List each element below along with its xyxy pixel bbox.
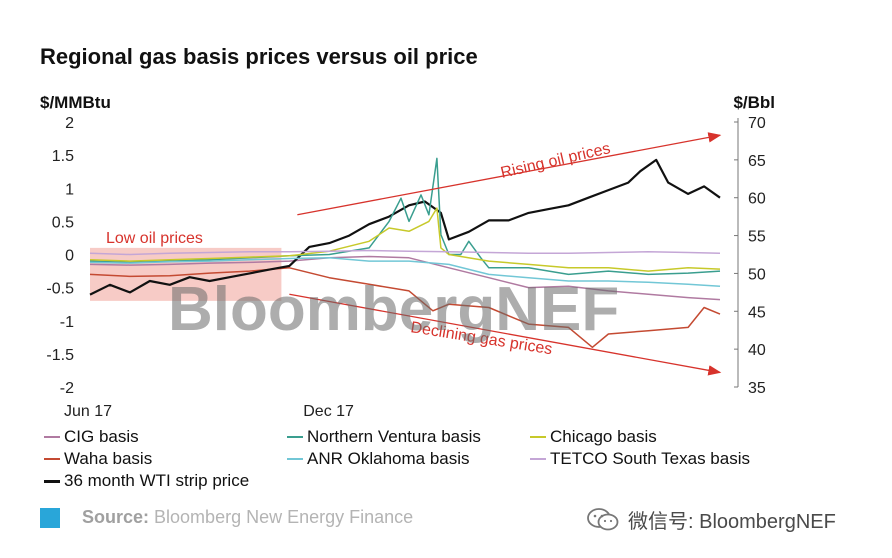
right-axis: 70 65 60 55 50 45 40 35 [734, 115, 766, 397]
footer-square [40, 508, 60, 528]
right-tick-label: 70 [748, 115, 766, 132]
left-axis: 2 1.5 1 0.5 0 -0.5 -1 -1.5 -2 [46, 115, 74, 397]
footer-wechat: 微信号: BloombergNEF [586, 505, 836, 534]
legend-label: Chicago basis [550, 427, 657, 446]
rising-oil-arrow [297, 132, 722, 216]
right-tick-label: 50 [748, 266, 766, 283]
legend-item-cig: CIG basis [44, 427, 139, 447]
legend-label: Waha basis [64, 449, 153, 468]
legend-swatch [287, 436, 303, 438]
legend-item-northern-ventura: Northern Ventura basis [287, 427, 481, 447]
x-tick-label: Jun 17 [64, 403, 112, 420]
left-tick-label: 0.5 [52, 214, 74, 231]
legend-swatch [530, 436, 546, 438]
wechat-icon [587, 507, 619, 530]
source-label: Source: [82, 507, 150, 527]
left-tick-label: -1 [60, 314, 74, 331]
legend-swatch [530, 458, 546, 460]
series-line-tetco-south-texas-basis [89, 249, 721, 256]
watermark: BloombergNEF [168, 275, 619, 344]
series-lines [89, 157, 721, 349]
right-tick-label: 60 [748, 191, 766, 208]
right-tick-label: 40 [748, 342, 766, 359]
legend-label: ANR Oklahoma basis [307, 449, 470, 468]
chart-title: Regional gas basis prices versus oil pri… [40, 44, 478, 69]
right-axis-unit: $/Bbl [733, 93, 775, 112]
legend-item-waha: Waha basis [44, 449, 152, 469]
legend-label: CIG basis [64, 427, 139, 446]
legend-label: TETCO South Texas basis [550, 449, 750, 468]
left-tick-label: 1 [65, 181, 74, 198]
annotation-rising-oil: Rising oil prices [499, 140, 612, 182]
legend-swatch [287, 458, 303, 460]
legend-label: Northern Ventura basis [307, 427, 481, 446]
right-tick-label: 35 [748, 380, 766, 397]
legend-swatch [44, 436, 60, 438]
legend-item-chicago: Chicago basis [530, 427, 657, 447]
right-tick-label: 45 [748, 304, 766, 321]
legend-item-wti: 36 month WTI strip price [44, 471, 249, 491]
left-tick-label: -2 [60, 380, 74, 397]
left-tick-label: -1.5 [46, 347, 74, 364]
footer-source: Source: Bloomberg New Energy Finance [82, 507, 413, 528]
right-tick-label: 55 [748, 229, 766, 246]
left-tick-label: 0 [65, 248, 74, 265]
declining-gas-arrow [289, 293, 722, 376]
series-line-waha-basis [89, 267, 721, 349]
legend-item-tetco: TETCO South Texas basis [530, 449, 750, 469]
left-tick-label: 1.5 [52, 148, 74, 165]
legend-swatch [44, 479, 60, 483]
source-text: Bloomberg New Energy Finance [149, 507, 414, 527]
left-tick-label: 2 [65, 115, 74, 132]
annotation-low-oil: Low oil prices [106, 230, 203, 247]
wechat-text: 微信号: BloombergNEF [628, 511, 836, 533]
series-line-36-month-wti-strip-price [89, 158, 721, 296]
left-axis-unit: $/MMBtu [40, 93, 111, 112]
series-line-anr-oklahoma-basis [89, 257, 721, 288]
legend-item-anr-oklahoma: ANR Oklahoma basis [287, 449, 470, 469]
series-line-cig-basis [89, 255, 721, 301]
x-tick-label: Dec 17 [303, 403, 354, 420]
legend-label: 36 month WTI strip price [64, 471, 250, 490]
left-tick-label: -0.5 [46, 281, 74, 298]
x-axis: Jun 17 Dec 17 [64, 403, 354, 420]
series-line-chicago-basis [89, 207, 721, 272]
legend-swatch [44, 458, 60, 460]
right-tick-label: 65 [748, 153, 766, 170]
